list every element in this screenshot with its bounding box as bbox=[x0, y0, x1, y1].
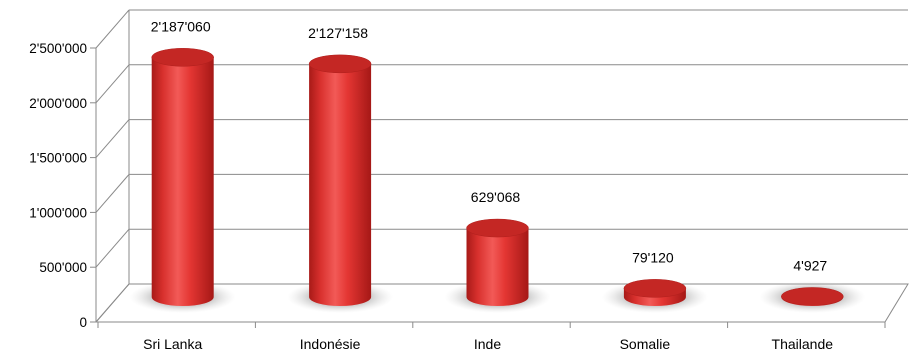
bar-top bbox=[623, 279, 687, 298]
x-tick-label: Indonésie bbox=[300, 336, 361, 351]
gridline-side bbox=[95, 64, 130, 104]
data-label: 4'927 bbox=[793, 257, 827, 273]
gridline-side bbox=[95, 283, 130, 323]
bars bbox=[129, 48, 866, 313]
data-label: 79'120 bbox=[632, 249, 674, 265]
data-label: 2'187'060 bbox=[151, 18, 211, 34]
bar bbox=[466, 218, 529, 306]
x-tick-label: Inde bbox=[474, 336, 501, 351]
x-tick-label: Thailande bbox=[772, 336, 834, 351]
y-tick-label: 2'000'000 bbox=[29, 96, 87, 111]
data-label: 629'068 bbox=[471, 189, 521, 205]
bar-top bbox=[308, 54, 372, 74]
gridline-side bbox=[95, 9, 130, 49]
gridline-side bbox=[95, 228, 130, 268]
bar-body bbox=[151, 57, 214, 307]
bar-top bbox=[151, 48, 214, 67]
bar bbox=[623, 279, 687, 306]
bar-body bbox=[466, 228, 529, 306]
y-tick-label: 1'500'000 bbox=[29, 151, 87, 166]
gridline-side bbox=[95, 174, 130, 213]
bar-body bbox=[309, 63, 372, 307]
bar-top bbox=[781, 287, 844, 306]
y-axis: 0 500'000 1'000'000 1'500'000 2'000'000 2'500… bbox=[29, 41, 97, 330]
x-axis: Sri Lanka Indonésie Inde Somalie Thailande bbox=[96, 321, 886, 351]
bar-top bbox=[466, 218, 529, 238]
bar bbox=[781, 287, 844, 306]
y-tick-label: 1'000'000 bbox=[29, 205, 87, 220]
data-labels: 2'187'060 2'127'158 629'068 79'120 4'927 bbox=[151, 18, 828, 273]
y-tick-label: 500'000 bbox=[39, 260, 87, 275]
data-label: 2'127'158 bbox=[308, 25, 368, 41]
y-tick-label: 2'500'000 bbox=[29, 41, 87, 56]
gridline-side bbox=[95, 119, 130, 158]
bar bbox=[151, 48, 214, 307]
x-tick-label: Somalie bbox=[620, 336, 671, 351]
bar bbox=[308, 54, 372, 307]
x-tick-label: Sri Lanka bbox=[143, 336, 202, 351]
y-tick-label: 0 bbox=[79, 315, 87, 330]
